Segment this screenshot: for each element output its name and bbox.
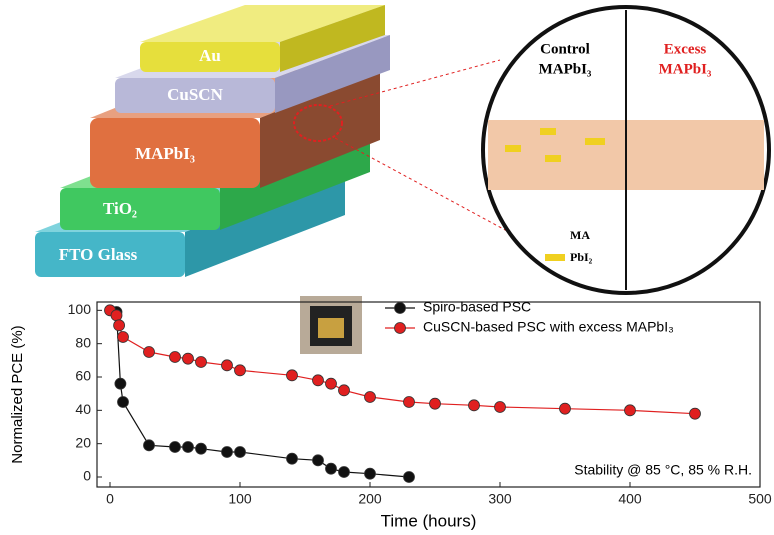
layer-stack [35,5,521,277]
data-point [494,401,506,413]
x-tick-label: 0 [106,491,114,507]
data-point [143,346,155,358]
legend-marker [394,302,406,314]
inset-title: MAPbI₃ [539,61,592,77]
device-photo [300,296,362,354]
data-point [364,467,376,480]
inset-legend: MA [570,228,590,242]
data-point [117,331,129,343]
data-point [364,391,376,403]
data-point [195,356,207,368]
data-point [110,309,123,322]
data-point [182,441,194,453]
y-tick-label: 60 [75,368,91,384]
inset-circle [481,5,771,295]
data-point [468,399,480,412]
x-tick-label: 300 [488,491,512,507]
data-point [117,396,129,408]
series-line [109,309,696,415]
annotation: Stability @ 85 °C, 85 % R.H. [574,462,752,478]
data-point [403,396,415,408]
layer-label: Au [199,46,221,65]
legend-marker [394,322,406,334]
inset-title: Excess [664,41,707,57]
data-point [689,407,701,420]
layer-label: FTO Glass [59,245,138,264]
y-tick-label: 80 [75,334,91,350]
data-point [286,452,298,465]
data-point [312,374,324,387]
data-point [114,377,127,390]
data-point [182,352,194,365]
data-point [234,364,246,377]
data-point [234,446,246,458]
data-point [221,359,233,372]
x-tick-label: 400 [618,491,642,507]
data-point [338,466,350,478]
x-tick-label: 100 [228,491,252,507]
x-tick-label: 200 [358,491,382,507]
inset-legend: PbI₂ [570,250,593,264]
y-tick-label: 20 [75,434,91,450]
y-axis-title: Normalized PCE (%) [9,325,26,463]
y-tick-label: 40 [75,401,91,417]
data-point [169,351,181,363]
data-point [312,454,324,467]
y-tick-label: 100 [68,301,92,317]
data-point [195,442,207,455]
data-point [113,319,125,332]
data-point [403,471,415,483]
legend-label: CuSCN-based PSC with excess MAPbI₃ [423,319,674,335]
plot-frame [96,301,761,488]
data-point [325,462,337,475]
layer-label: TiO₂ [103,199,137,218]
inset-title: MAPbI₃ [659,61,712,77]
data-point [221,446,233,458]
data-point [286,369,298,382]
layer-label: MAPbI₃ [135,144,195,163]
layer-label: CuSCN [167,85,223,104]
data-point [325,377,337,390]
data-point [559,402,571,415]
data-point [169,441,181,453]
legend-label: Spiro-based PSC [423,299,531,315]
x-axis-title: Time (hours) [381,511,477,530]
data-point [143,439,155,452]
inset-title: Control [540,41,590,57]
x-tick-label: 500 [748,491,772,507]
y-tick-label: 0 [83,468,91,484]
data-point [338,384,350,397]
data-point [624,404,636,417]
data-point [429,397,441,410]
